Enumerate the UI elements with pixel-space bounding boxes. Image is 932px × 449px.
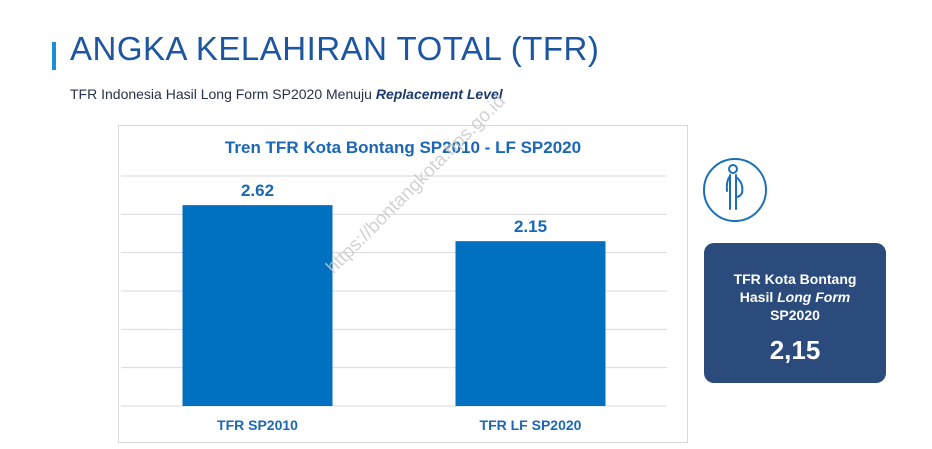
data-label: 2.15: [514, 217, 547, 236]
bar-chart: 2.62 TFR SP2010 2.15 TFR LF SP2020: [121, 175, 667, 433]
bar: [182, 205, 333, 406]
page-subtitle: TFR Indonesia Hasil Long Form SP2020 Men…: [70, 86, 503, 102]
x-tick-label: TFR LF SP2020: [480, 417, 582, 433]
tfr-card-label-line2: Hasil Long Form: [704, 288, 886, 306]
chart-frame: Tren TFR Kota Bontang SP2010 - LF SP2020…: [118, 125, 688, 443]
tfr-card-label-emphasis: Long Form: [777, 289, 851, 305]
x-tick-label: TFR SP2010: [217, 417, 298, 433]
bar: [455, 241, 606, 406]
chart-title: Tren TFR Kota Bontang SP2010 - LF SP2020: [224, 138, 582, 157]
tfr-card-value: 2,15: [769, 335, 821, 365]
title-accent-bar: [52, 42, 56, 70]
data-label: 2.62: [241, 181, 274, 200]
tfr-summary-card: TFR Kota Bontang Hasil Long Form SP2020 …: [704, 243, 886, 383]
tfr-card-label: TFR Kota Bontang Hasil Long Form SP2020: [704, 270, 886, 324]
pregnant-woman-icon: [703, 158, 767, 222]
tfr-card-label-line1: TFR Kota Bontang: [733, 271, 857, 287]
page-title: ANGKA KELAHIRAN TOTAL (TFR): [70, 30, 600, 67]
tfr-card-label-line3: SP2020: [770, 307, 820, 323]
tfr-card-label-prefix: Hasil: [739, 289, 778, 305]
subtitle-emphasis: Replacement Level: [375, 86, 503, 102]
subtitle-text: TFR Indonesia Hasil Long Form SP2020 Men…: [70, 86, 376, 102]
